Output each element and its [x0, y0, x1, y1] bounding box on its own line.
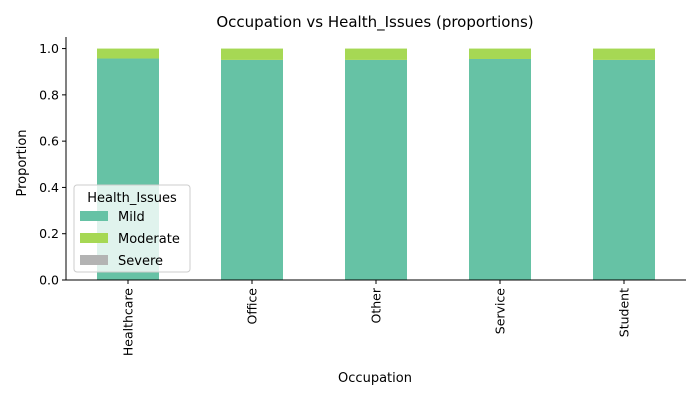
- bar-mild-student: [593, 59, 655, 280]
- x-tick-label: Healthcare: [121, 288, 136, 356]
- chart-title: Occupation vs Health_Issues (proportions…: [216, 13, 533, 32]
- y-axis-label: Proportion: [15, 129, 30, 196]
- y-tick-label: 0.8: [39, 87, 59, 102]
- legend-swatch-mild: [80, 211, 108, 221]
- y-tick-label: 0.4: [39, 180, 59, 195]
- bars-group: [97, 48, 655, 280]
- x-tick-label: Other: [369, 287, 384, 323]
- x-tick-label: Office: [245, 288, 260, 325]
- x-tick-label: Student: [617, 288, 632, 337]
- bar-moderate-healthcare: [97, 48, 159, 59]
- y-tick-label: 0.6: [39, 134, 59, 149]
- y-tick-label: 1.0: [39, 41, 59, 56]
- bar-mild-office: [221, 59, 283, 280]
- legend-label-mild: Mild: [118, 210, 145, 225]
- legend-title: Health_Issues: [87, 191, 177, 206]
- bar-mild-service: [469, 58, 531, 280]
- legend-box: [73, 184, 191, 273]
- legend: Health_Issues Mild Moderate Severe: [73, 184, 191, 273]
- legend-label-moderate: Moderate: [118, 232, 180, 247]
- x-axis: Healthcare Office Other Service Student: [66, 279, 686, 356]
- legend-swatch-severe: [80, 255, 108, 265]
- legend-swatch-moderate: [80, 233, 108, 243]
- y-axis: 0.0 0.2 0.4 0.6 0.8 1.0: [39, 37, 67, 288]
- y-tick-label: 0.2: [39, 226, 59, 241]
- bar-moderate-student: [593, 48, 655, 60]
- legend-label-severe: Severe: [118, 254, 163, 269]
- x-tick-label: Service: [493, 288, 508, 335]
- bar-moderate-office: [221, 48, 283, 60]
- bar-mild-other: [345, 59, 407, 280]
- x-axis-label: Occupation: [338, 371, 412, 386]
- y-tick-label: 0.0: [39, 273, 59, 288]
- bar-moderate-service: [469, 48, 531, 59]
- bar-moderate-other: [345, 48, 407, 60]
